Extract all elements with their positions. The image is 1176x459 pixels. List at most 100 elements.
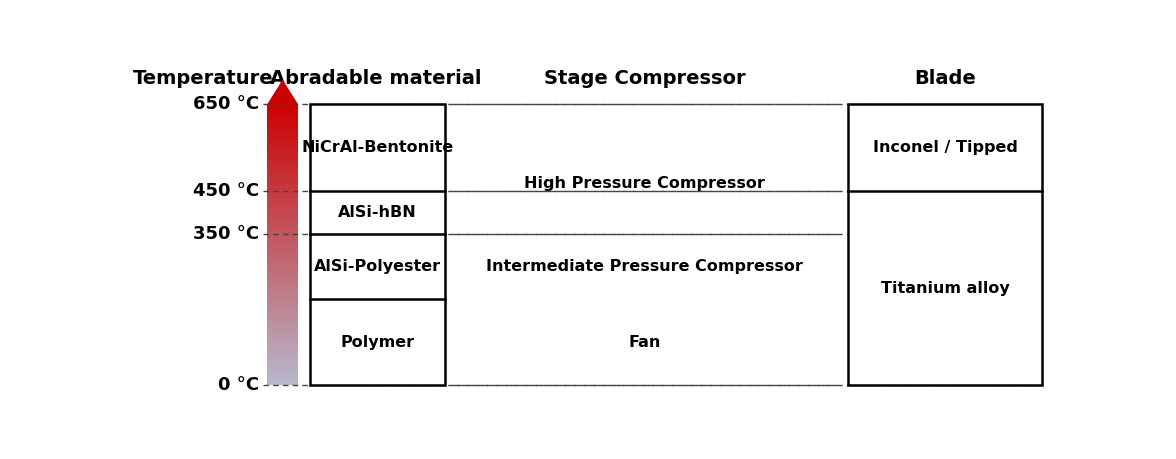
Bar: [267, 134, 299, 135]
Bar: [267, 339, 299, 340]
Bar: [267, 239, 299, 240]
Text: 650 °C: 650 °C: [193, 95, 260, 113]
Bar: [267, 132, 299, 133]
Bar: [267, 369, 299, 370]
Bar: [267, 236, 299, 237]
Bar: [267, 125, 299, 126]
Bar: [267, 307, 299, 308]
Bar: [267, 315, 299, 316]
Text: 450 °C: 450 °C: [193, 182, 260, 200]
Bar: [267, 218, 299, 219]
Bar: [267, 210, 299, 211]
Bar: [267, 363, 299, 364]
Bar: [267, 160, 299, 161]
Bar: [267, 385, 299, 386]
Bar: [267, 260, 299, 261]
Bar: [267, 351, 299, 352]
Bar: [267, 108, 299, 109]
Bar: [267, 337, 299, 338]
Bar: [267, 141, 299, 142]
Bar: [267, 212, 299, 213]
Bar: [267, 166, 299, 167]
Bar: [267, 292, 299, 293]
Bar: [267, 256, 299, 257]
Bar: [267, 334, 299, 335]
Bar: [267, 295, 299, 296]
Bar: [267, 215, 299, 216]
Bar: [267, 156, 299, 157]
Bar: [267, 116, 299, 117]
Bar: [267, 228, 299, 229]
Bar: [267, 148, 299, 149]
Bar: [267, 104, 299, 105]
Bar: [267, 233, 299, 234]
Bar: [267, 169, 299, 170]
Bar: [267, 316, 299, 317]
Bar: [267, 216, 299, 217]
Bar: [267, 124, 299, 125]
Bar: [267, 309, 299, 310]
Bar: [267, 294, 299, 295]
Text: Polymer: Polymer: [341, 335, 415, 350]
Bar: [267, 262, 299, 263]
Bar: [267, 383, 299, 384]
Bar: [267, 204, 299, 205]
Bar: [267, 142, 299, 143]
Bar: [267, 254, 299, 255]
Bar: [267, 111, 299, 112]
Bar: [267, 353, 299, 354]
Bar: [267, 263, 299, 264]
Bar: [267, 205, 299, 206]
Bar: [267, 159, 299, 160]
Text: NiCrAl-Bentonite: NiCrAl-Bentonite: [301, 140, 454, 155]
Bar: [267, 347, 299, 348]
Bar: [267, 361, 299, 362]
Bar: [267, 197, 299, 198]
Bar: [267, 137, 299, 138]
Bar: [267, 194, 299, 195]
Bar: [267, 321, 299, 322]
Bar: [267, 289, 299, 290]
Bar: [267, 258, 299, 259]
Bar: [267, 275, 299, 276]
Bar: [267, 173, 299, 174]
Bar: [267, 238, 299, 239]
Bar: [267, 331, 299, 332]
Bar: [267, 175, 299, 177]
Bar: [267, 115, 299, 116]
Bar: [267, 151, 299, 152]
Bar: [267, 286, 299, 287]
Bar: [267, 153, 299, 154]
Bar: [267, 278, 299, 279]
Bar: [267, 274, 299, 275]
Text: Blade: Blade: [915, 69, 976, 89]
Bar: [267, 128, 299, 129]
Bar: [267, 349, 299, 350]
Bar: [267, 213, 299, 214]
Bar: [267, 296, 299, 297]
Bar: [267, 373, 299, 374]
Bar: [267, 131, 299, 132]
Bar: [267, 243, 299, 244]
Text: AlSi-hBN: AlSi-hBN: [339, 205, 417, 220]
Bar: [267, 122, 299, 123]
Bar: [267, 384, 299, 385]
Bar: [267, 297, 299, 298]
Bar: [267, 299, 299, 300]
Bar: [267, 348, 299, 349]
Bar: [267, 220, 299, 221]
Bar: [267, 326, 299, 327]
Bar: [267, 354, 299, 355]
Bar: [267, 305, 299, 306]
Bar: [267, 336, 299, 337]
Bar: [267, 375, 299, 376]
Bar: [267, 224, 299, 225]
Bar: [267, 374, 299, 375]
Bar: [267, 244, 299, 245]
Bar: [267, 219, 299, 220]
Bar: [267, 367, 299, 368]
Bar: [267, 185, 299, 186]
Bar: [267, 287, 299, 288]
Bar: [267, 120, 299, 121]
Bar: [267, 355, 299, 356]
